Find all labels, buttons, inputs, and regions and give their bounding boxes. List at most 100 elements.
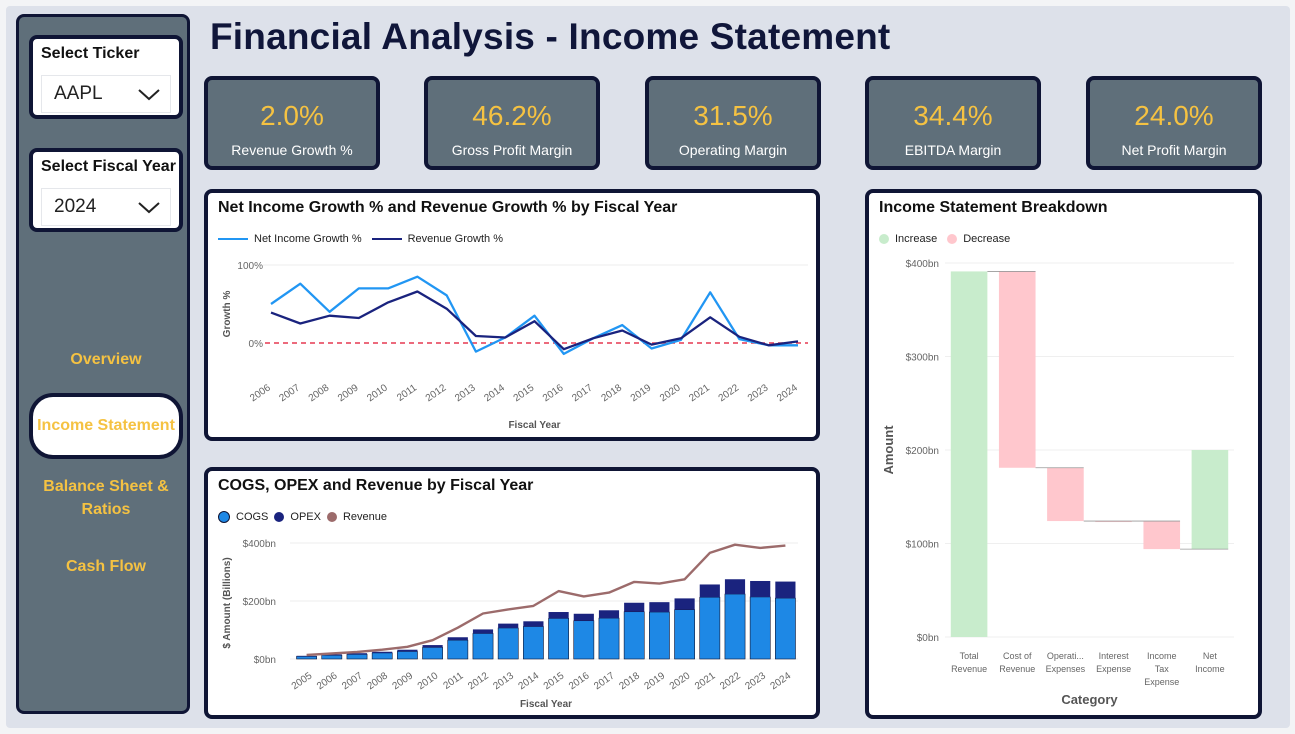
growth-chart-legend: Net Income Growth % Revenue Growth % xyxy=(218,233,503,245)
x-tick-label: 2012 xyxy=(424,382,449,404)
x-tick-label: 2015 xyxy=(542,670,567,692)
cogs-bar xyxy=(699,596,721,660)
kpi-value: 31.5% xyxy=(693,100,773,131)
revenue-line xyxy=(306,543,786,657)
x-tick-label: Tax xyxy=(1155,664,1170,674)
y-axis-title: $ Amount (Billions) xyxy=(222,557,233,648)
cogs-bar xyxy=(724,593,746,660)
opex-bar xyxy=(422,645,443,648)
fiscal-year-slicer-title: Select Fiscal Year xyxy=(41,158,176,175)
cogs-bar xyxy=(447,639,469,660)
cogs-bar xyxy=(296,656,317,660)
fiscal-year-dropdown[interactable]: 2024 xyxy=(41,188,171,226)
x-tick-label: 2018 xyxy=(600,382,625,404)
legend-label-opex: OPEX xyxy=(290,511,321,523)
x-tick-label: Income xyxy=(1147,651,1177,661)
legend-swatch-revenue xyxy=(371,238,402,240)
x-tick-label: 2022 xyxy=(717,382,742,404)
waterfall-bar xyxy=(1095,521,1132,523)
opex-bar xyxy=(674,598,695,610)
cogs-bar xyxy=(523,626,544,660)
y-axis-title: Amount xyxy=(881,425,896,475)
y-tick-label: $200bn xyxy=(243,597,276,608)
cogs-bar xyxy=(775,597,796,660)
ticker-slicer-title: Select Ticker xyxy=(41,45,140,62)
legend-label-decrease: Decrease xyxy=(963,233,1011,245)
x-tick-label: 2017 xyxy=(592,670,617,692)
nav-income-statement[interactable]: Income Statement xyxy=(29,393,183,459)
y-tick-label: $400bn xyxy=(243,539,276,550)
cogs-bar xyxy=(573,620,595,660)
x-tick-label: 2022 xyxy=(718,670,743,692)
kpi-card-gross-profit-margin: 46.2% Gross Profit Margin xyxy=(424,76,600,170)
kpi-value: 46.2% xyxy=(472,100,552,131)
kpi-card-revenue-growth: 2.0% Revenue Growth % xyxy=(204,76,380,170)
chevron-down-icon xyxy=(138,89,160,101)
y-tick-label: $400bn xyxy=(906,259,939,270)
y-axis-title: Growth % xyxy=(222,291,233,338)
opex-bar xyxy=(372,651,393,653)
opex-bar xyxy=(775,581,796,599)
growth-chart-panel: 100% 0% Growth % 2006 2007 2008 2009 2010 2011 20… xyxy=(204,189,820,441)
cogs-bar xyxy=(397,651,418,660)
x-axis-title: Fiscal Year xyxy=(508,420,560,431)
opex-bar xyxy=(296,655,317,657)
x-tick-label: 2010 xyxy=(365,382,390,404)
legend-swatch-revenue xyxy=(326,512,337,522)
opex-bar xyxy=(598,610,620,619)
x-tick-label: 2016 xyxy=(541,382,566,404)
x-tick-label: 2024 xyxy=(769,670,794,692)
costs-chart-legend: COGS OPEX Revenue xyxy=(218,511,387,523)
x-tick-label: 2016 xyxy=(567,670,592,692)
cogs-bar xyxy=(371,652,393,660)
y-tick-label: $100bn xyxy=(906,540,939,551)
x-tick-label: 2012 xyxy=(466,670,491,692)
opex-bar xyxy=(548,612,569,619)
sidebar: Select Ticker AAPL Select Fiscal Year 20… xyxy=(16,14,190,714)
x-tick-label: 2021 xyxy=(687,382,712,404)
x-tick-label: Net xyxy=(1203,651,1218,661)
x-tick-label: 2015 xyxy=(512,382,537,404)
kpi-label: Revenue Growth % xyxy=(231,142,353,158)
x-tick-label: Revenue xyxy=(951,664,987,674)
x-tick-label: 2011 xyxy=(395,382,419,404)
x-tick-label: 2009 xyxy=(336,382,361,404)
legend-swatch-net-income xyxy=(218,238,248,240)
x-tick-label: 2021 xyxy=(693,670,718,692)
cogs-bar xyxy=(749,596,771,660)
opex-bar xyxy=(472,629,494,634)
kpi-label: Gross Profit Margin xyxy=(451,142,573,158)
cogs-bar xyxy=(346,654,368,660)
page-title: Financial Analysis - Income Statement xyxy=(210,16,891,57)
opex-bar xyxy=(699,584,720,598)
kpi-value: 24.0% xyxy=(1134,100,1214,131)
nav-cash-flow[interactable]: Cash Flow xyxy=(65,558,146,575)
y-tick-label: 100% xyxy=(237,261,263,272)
x-tick-label: 2023 xyxy=(746,382,771,404)
x-tick-label: 2010 xyxy=(416,670,441,692)
nav-balance-sheet[interactable]: Balance Sheet & Ratios xyxy=(19,475,193,521)
x-axis-title: Fiscal Year xyxy=(520,699,572,710)
ticker-value: AAPL xyxy=(54,83,103,104)
x-tick-label: 2008 xyxy=(307,382,332,404)
opex-bar xyxy=(498,623,519,628)
kpi-label: Net Profit Margin xyxy=(1121,142,1227,158)
costs-chart-title: COGS, OPEX and Revenue by Fiscal Year xyxy=(218,477,534,494)
ticker-dropdown[interactable]: AAPL xyxy=(41,75,171,113)
x-tick-label: Total xyxy=(960,651,979,661)
y-tick-label: $200bn xyxy=(906,446,939,457)
x-tick-label: 2014 xyxy=(482,382,507,404)
opex-bar xyxy=(447,637,468,641)
fiscal-year-value: 2024 xyxy=(54,196,97,217)
x-tick-label: 2007 xyxy=(277,382,302,404)
x-tick-label: 2023 xyxy=(743,670,768,692)
nav-overview[interactable]: Overview xyxy=(70,351,142,368)
x-tick-label: 2013 xyxy=(491,670,516,692)
waterfall-bar xyxy=(1191,450,1229,550)
x-tick-label: 2019 xyxy=(629,382,654,404)
x-tick-label: 2020 xyxy=(668,670,693,692)
x-tick-label: 2019 xyxy=(643,670,668,692)
revenue-growth-line xyxy=(270,290,799,351)
opex-bar xyxy=(750,580,771,597)
kpi-value: 2.0% xyxy=(260,100,324,131)
